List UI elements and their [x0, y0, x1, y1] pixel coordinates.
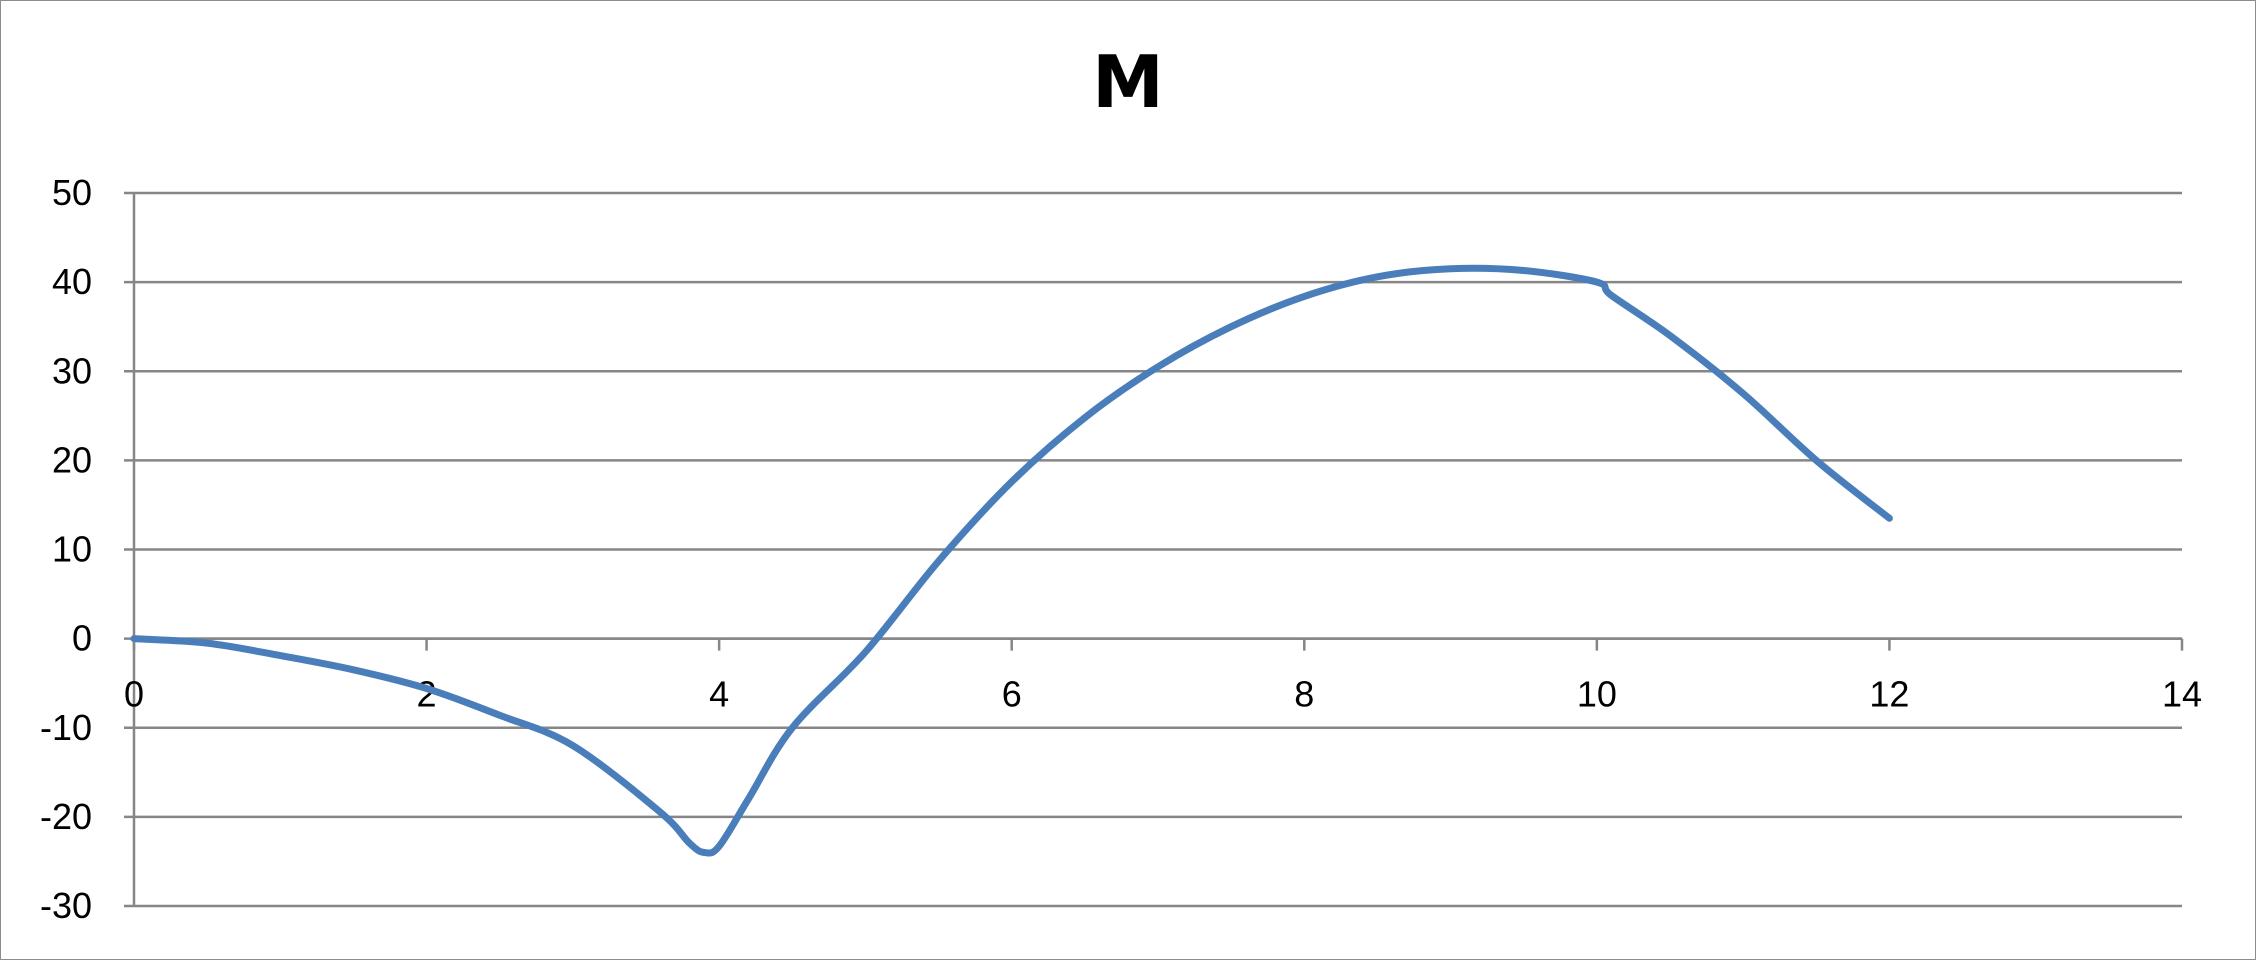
- x-tick-label: 0: [124, 674, 144, 715]
- x-tick-label: 8: [1294, 674, 1314, 715]
- y-tick-label: 0: [72, 618, 92, 659]
- y-tick-label: 20: [52, 439, 92, 480]
- x-tick-label: 14: [2162, 674, 2202, 715]
- y-tick-label: 50: [52, 172, 92, 213]
- x-tick-label: 12: [1869, 674, 1909, 715]
- x-tick-label: 10: [1577, 674, 1617, 715]
- x-tick-label: 6: [1002, 674, 1022, 715]
- chart-title: M: [1092, 40, 1164, 124]
- y-tick-label: 10: [52, 529, 92, 570]
- y-tick-label: -30: [40, 885, 92, 926]
- series-line-0: [130, 264, 1893, 857]
- series-layer: [130, 264, 1893, 857]
- y-tick-label: -20: [40, 796, 92, 837]
- axes: [132, 193, 2184, 906]
- gridlines: [124, 191, 2182, 908]
- y-tick-label: -10: [40, 707, 92, 748]
- y-tick-label: 40: [52, 261, 92, 302]
- y-tick-label: 30: [52, 350, 92, 391]
- x-tick-label: 4: [709, 674, 729, 715]
